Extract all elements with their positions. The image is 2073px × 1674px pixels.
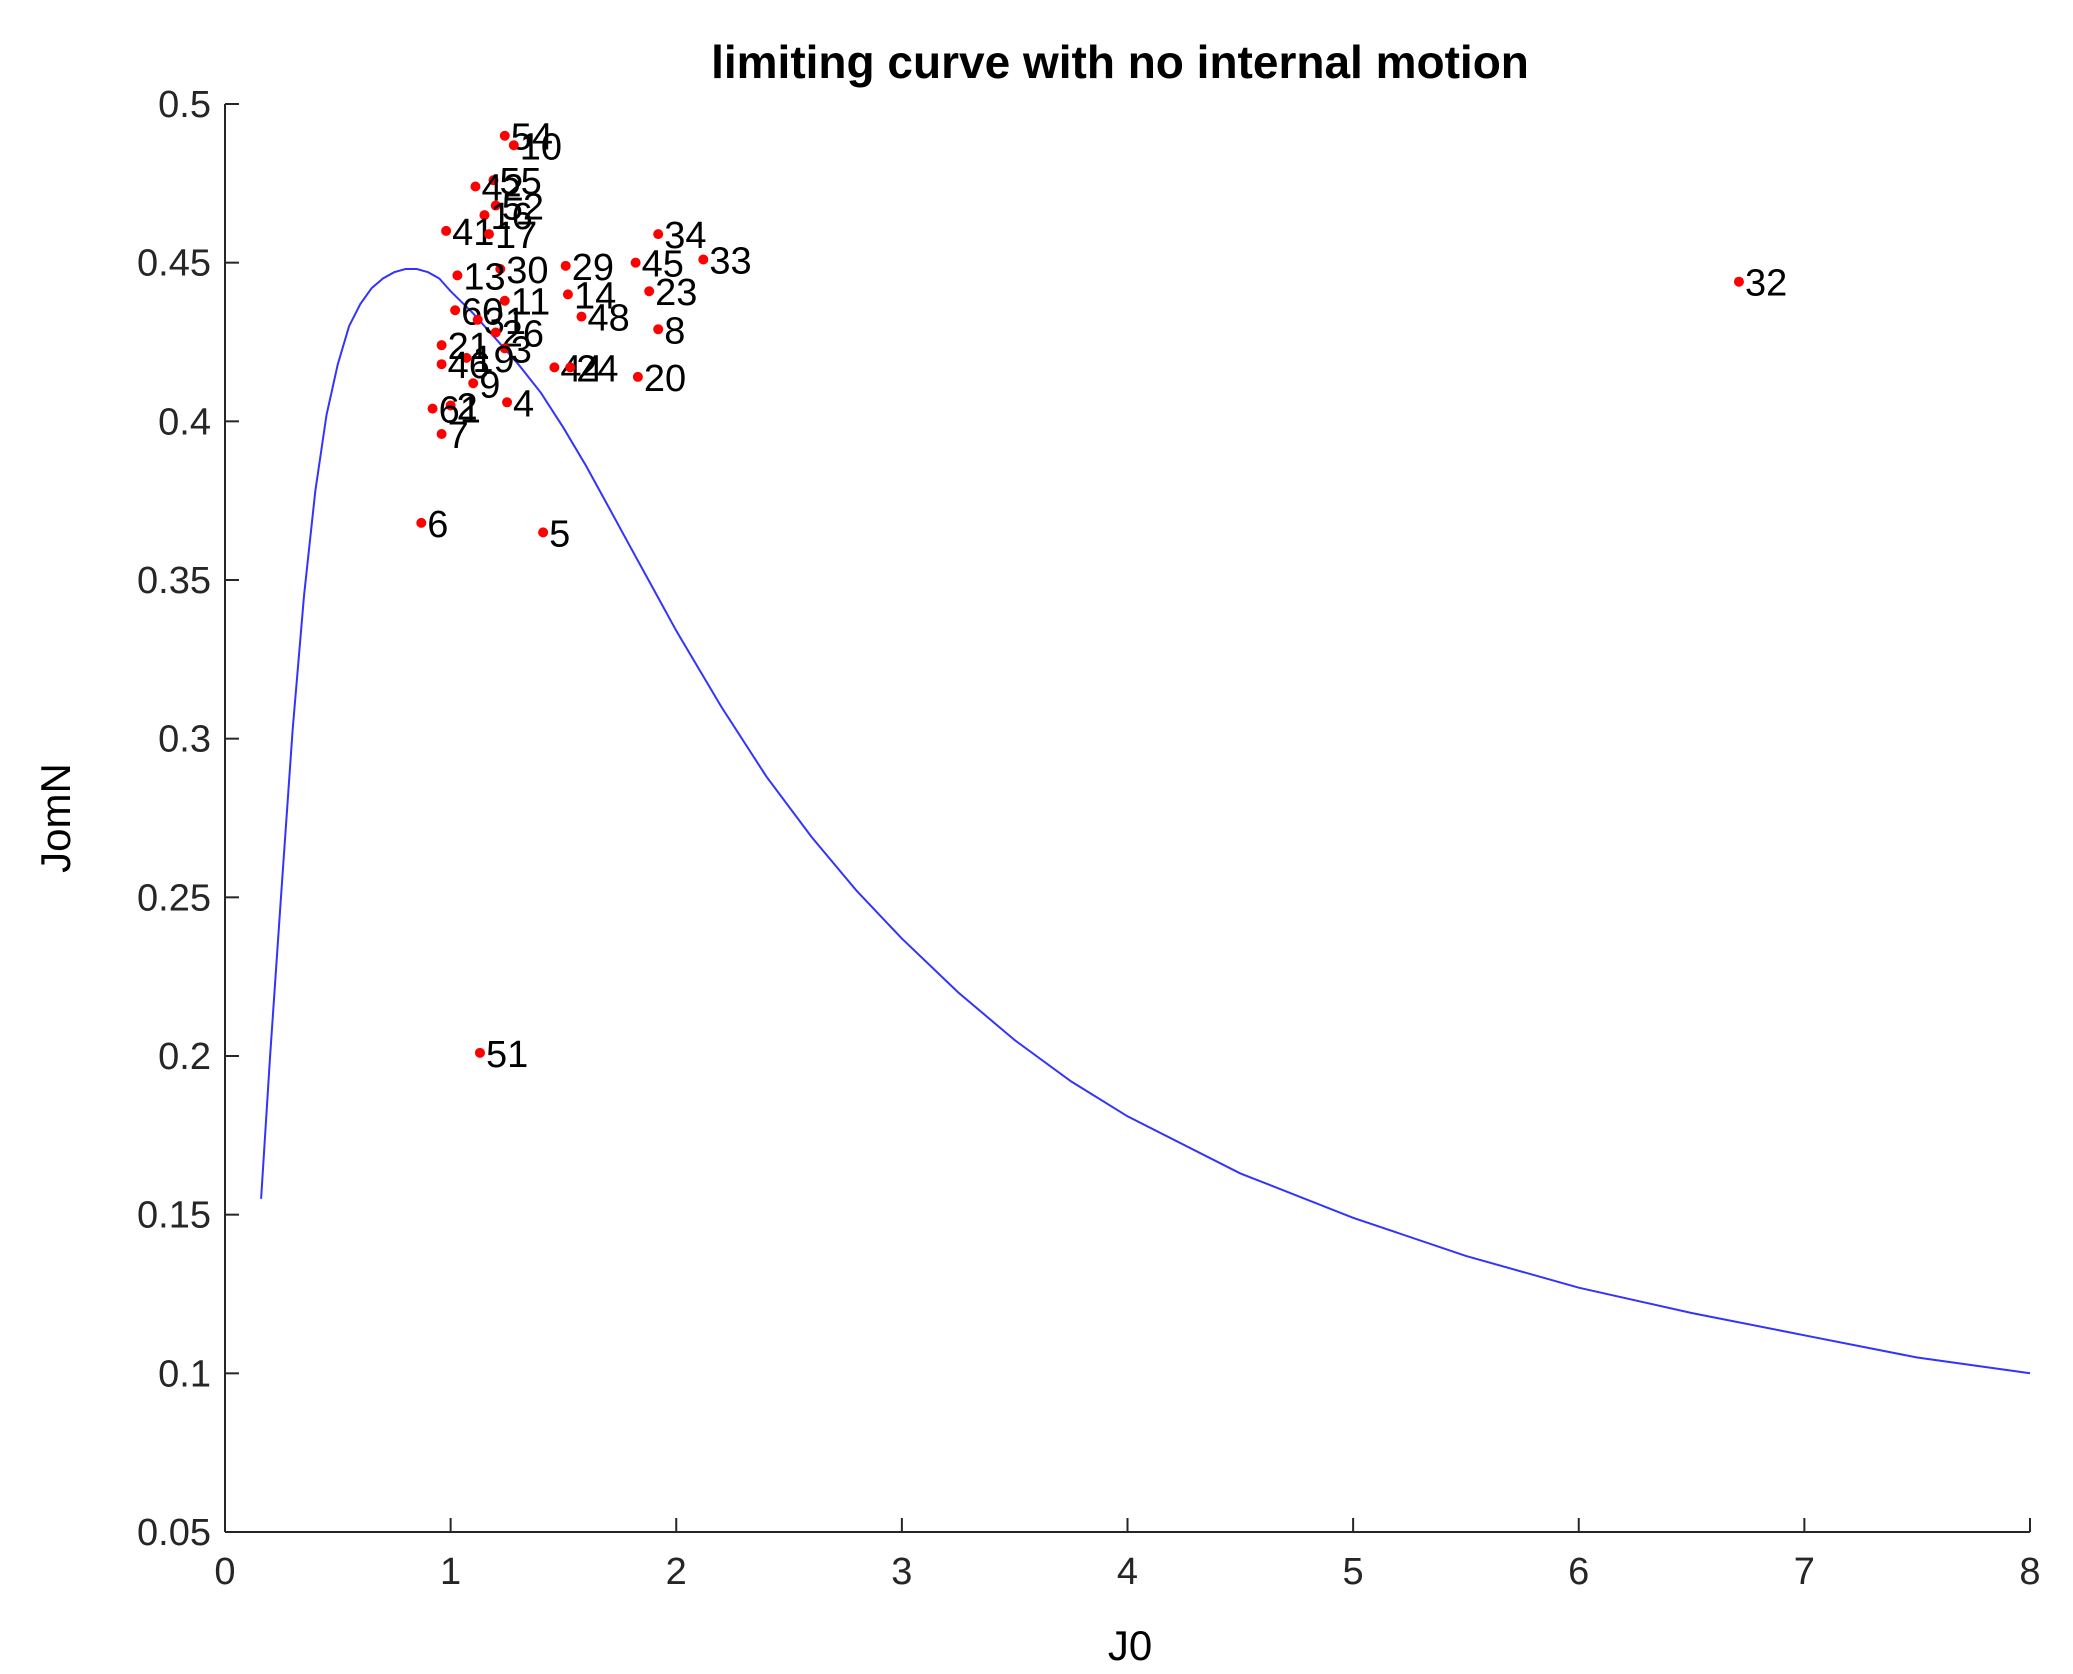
x-tick-label-6: 6 bbox=[1568, 1551, 1589, 1593]
data-point-3 bbox=[499, 343, 510, 354]
point-label-33: 33 bbox=[709, 240, 751, 282]
data-point-29 bbox=[560, 260, 571, 271]
point-label-31: 31 bbox=[484, 301, 526, 343]
data-point-51 bbox=[474, 1047, 485, 1058]
chart-title: limiting curve with no internal motion bbox=[711, 36, 1529, 88]
point-label-29: 29 bbox=[572, 247, 614, 289]
data-point-7 bbox=[436, 429, 447, 440]
point-label-4: 4 bbox=[513, 383, 534, 425]
y-axis-label: JomN bbox=[32, 763, 79, 873]
data-point-42 bbox=[470, 181, 481, 192]
data-point-5 bbox=[538, 527, 549, 538]
data-point-6 bbox=[416, 517, 427, 528]
point-label-3: 3 bbox=[511, 329, 532, 371]
y-tick-label-5: 0.3 bbox=[158, 719, 211, 761]
x-tick-label-7: 7 bbox=[1794, 1551, 1815, 1593]
point-label-20: 20 bbox=[644, 358, 686, 400]
data-point-46 bbox=[436, 359, 447, 370]
point-label-51: 51 bbox=[486, 1034, 528, 1076]
point-label-23: 23 bbox=[655, 272, 697, 314]
y-tick-label-4: 0.25 bbox=[137, 877, 211, 919]
data-point-20 bbox=[632, 371, 643, 382]
data-point-48 bbox=[576, 311, 587, 322]
point-label-17: 17 bbox=[495, 215, 537, 257]
limiting-curve bbox=[260, 268, 2031, 1375]
point-label-46: 46 bbox=[448, 345, 490, 387]
point-label-48: 48 bbox=[587, 298, 629, 340]
data-point-32 bbox=[1733, 276, 1744, 287]
data-point-11 bbox=[499, 295, 510, 306]
data-point-26 bbox=[490, 327, 501, 338]
point-label-30: 30 bbox=[506, 250, 548, 292]
y-ticks: 0.05 0.1 0.15 0.2 0.25 0.3 0.35 0.4 0.45 0.5 bbox=[137, 84, 239, 1554]
y-tick-label-2: 0.15 bbox=[137, 1195, 211, 1237]
y-tick-label-6: 0.35 bbox=[137, 560, 211, 602]
data-point-55 bbox=[488, 175, 499, 186]
data-point-2 bbox=[445, 400, 456, 411]
y-tick-label-0: 0.05 bbox=[137, 1512, 211, 1554]
point-label-52: 52 bbox=[502, 187, 544, 229]
data-point-60 bbox=[450, 305, 461, 316]
point-label-45: 45 bbox=[642, 244, 684, 286]
data-point-9 bbox=[468, 378, 479, 389]
data-point-4 bbox=[502, 397, 513, 408]
point-label-54: 54 bbox=[511, 117, 553, 159]
point-label-8: 8 bbox=[664, 310, 685, 352]
point-label-5: 5 bbox=[549, 513, 570, 555]
point-label-11: 11 bbox=[511, 282, 550, 324]
y-tick-label-3: 0.2 bbox=[158, 1036, 211, 1078]
data-point-31 bbox=[472, 314, 483, 325]
x-axis-label: J0 bbox=[1108, 1622, 1152, 1669]
data-point-21 bbox=[436, 340, 447, 351]
x-tick-label-8: 8 bbox=[2019, 1551, 2040, 1593]
data-point-45 bbox=[630, 257, 641, 268]
data-point-8 bbox=[653, 324, 664, 335]
x-tick-label-0: 0 bbox=[214, 1551, 235, 1593]
data-point-17 bbox=[483, 229, 494, 240]
y-tick-label-9: 0.5 bbox=[158, 84, 211, 126]
data-point-61 bbox=[427, 403, 438, 414]
point-label-61: 61 bbox=[439, 390, 481, 432]
x-tick-label-5: 5 bbox=[1343, 1551, 1364, 1593]
point-label-42: 42 bbox=[481, 168, 523, 210]
x-tick-label-3: 3 bbox=[891, 1551, 912, 1593]
point-label-19: 19 bbox=[472, 339, 514, 381]
data-point-10 bbox=[508, 140, 519, 151]
point-label-10: 10 bbox=[520, 126, 562, 168]
point-label-6: 6 bbox=[427, 504, 448, 546]
data-point-24 bbox=[565, 362, 576, 373]
data-point-13 bbox=[452, 270, 463, 281]
y-tick-label-1: 0.1 bbox=[158, 1353, 211, 1395]
x-tick-label-4: 4 bbox=[1117, 1551, 1138, 1593]
point-label-32: 32 bbox=[1745, 263, 1787, 305]
data-point-33 bbox=[698, 254, 709, 265]
point-label-60: 60 bbox=[461, 291, 503, 333]
point-label-7: 7 bbox=[448, 415, 469, 457]
point-label-16: 16 bbox=[490, 196, 532, 238]
data-point-52 bbox=[490, 200, 501, 211]
x-tick-label-1: 1 bbox=[440, 1551, 461, 1593]
x-ticks: 0 1 2 3 4 5 6 7 8 bbox=[214, 1518, 2041, 1593]
data-point-14 bbox=[562, 289, 573, 300]
point-label-14: 14 bbox=[574, 275, 616, 317]
point-label-34: 34 bbox=[664, 215, 706, 257]
data-point-30 bbox=[495, 264, 506, 275]
data-point-41 bbox=[441, 225, 452, 236]
data-point-19 bbox=[461, 352, 472, 363]
data-point-23 bbox=[644, 286, 655, 297]
data-point-16 bbox=[479, 210, 490, 221]
point-label-24: 24 bbox=[576, 348, 618, 390]
x-tick-label-2: 2 bbox=[666, 1551, 687, 1593]
y-tick-label-8: 0.45 bbox=[137, 243, 211, 285]
point-label-9: 9 bbox=[479, 364, 500, 406]
data-point-34 bbox=[653, 229, 664, 240]
y-tick-label-7: 0.4 bbox=[158, 401, 211, 443]
data-point-54 bbox=[499, 130, 510, 141]
point-label-13: 13 bbox=[463, 256, 505, 298]
data-point-44 bbox=[549, 362, 560, 373]
point-label-2: 2 bbox=[457, 386, 478, 428]
point-label-55: 55 bbox=[499, 161, 541, 203]
